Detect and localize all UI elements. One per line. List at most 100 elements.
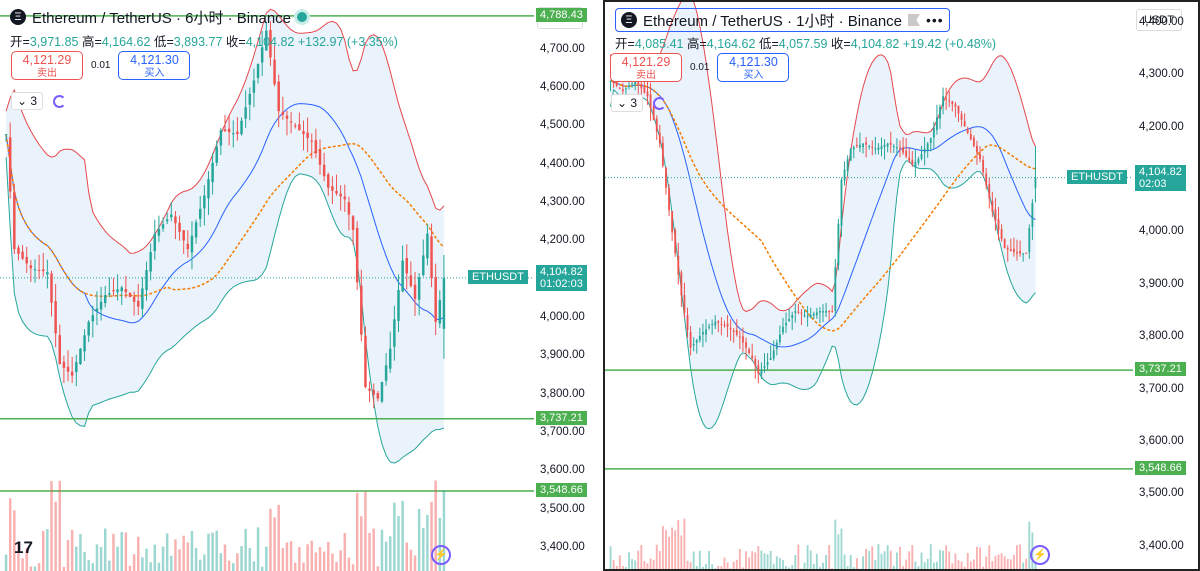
candle-body [355,227,359,283]
price-axis-tick: 4,300.00 [540,196,585,209]
volume-bar [646,563,649,569]
candle-body [785,322,787,326]
volume-bar [695,565,698,569]
candle-body [674,230,677,254]
volume-bar [680,535,683,569]
candle-body [207,179,210,199]
chart-pane-1h[interactable]: Ξ Ethereum / TetherUS · 1小时 · Binance ••… [603,0,1200,571]
candle-body [132,296,136,302]
candle-body [800,312,803,314]
volume-bar [252,561,256,571]
candle-body [1034,177,1037,188]
candle-body [58,335,62,365]
volume-bar [46,529,49,571]
volume-bar [748,557,751,569]
candle-body [50,273,53,303]
indicator-toggle[interactable]: ⌄ 3 [611,94,667,112]
candle-body [911,159,914,165]
candle-body [70,371,74,376]
flag-icon[interactable] [908,14,920,26]
candle-body [618,88,621,90]
candle-body [265,30,268,51]
candle-body [815,312,818,316]
candle-body [782,326,784,333]
bollinger-mid-line [5,103,445,324]
volume-bar [621,566,624,569]
candle-body [364,335,367,388]
volume-bar [640,545,643,569]
price-level-label[interactable]: 3,737.21 [536,410,587,425]
symbol-header[interactable]: Ξ Ethereum / TetherUS · 1小时 · Binance ••… [615,8,950,32]
candle-body [760,370,763,375]
candle-body [932,127,935,138]
sell-button[interactable]: 4,121.29 卖出 [610,53,682,82]
lightning-icon[interactable]: ⚡ [1030,545,1050,565]
more-icon[interactable]: ••• [926,12,944,28]
indicator-count[interactable]: ⌄ 3 [11,92,44,110]
candle-body [178,222,181,232]
candle-body [339,193,342,197]
candle-body [871,146,874,148]
pane-divider[interactable] [600,0,603,571]
candle-body [634,80,637,86]
volume-bar [825,554,828,569]
volume-bar [800,568,803,569]
chart-canvas-6h[interactable] [0,0,600,571]
candle-body [892,146,895,148]
spread-value: 0.01 [91,60,111,71]
candle-body [87,321,90,336]
volume-bar [942,550,945,569]
volume-bar [920,552,923,569]
candle-body [186,243,190,250]
chart-pane-6h[interactable]: Ξ Ethereum / TetherUS · 6小时 · Binance 开=… [0,0,600,571]
candle-body [120,287,123,292]
price-level-label[interactable]: 3,737.21 [1135,362,1186,377]
candle-body [695,339,698,343]
volume-bar [248,548,252,571]
last-price-value: 4,104.82 [1139,165,1182,178]
sell-button[interactable]: 4,121.29 卖出 [11,51,83,80]
candle-body [95,308,99,312]
buy-button[interactable]: 4,121.30 买入 [717,53,790,82]
candle-body [698,335,701,341]
bollinger-mid-line [610,80,1036,348]
indicator-count[interactable]: ⌄ 3 [611,94,644,112]
price-axis-tick: 3,800.00 [540,387,585,400]
indicator-toggle[interactable]: ⌄ 3 [11,92,67,110]
volume-bar [37,563,41,571]
tradingview-logo[interactable]: 17 [14,538,33,557]
volume-bar [1006,558,1009,569]
symbol-header[interactable]: Ξ Ethereum / TetherUS · 6小时 · Binance [10,6,307,28]
candle-body [985,173,988,186]
candle-body [714,321,717,326]
candle-body [103,295,107,304]
candle-body [668,188,670,211]
buy-button[interactable]: 4,121.30 买入 [118,51,191,80]
volume-bar [1022,562,1025,569]
volume-bar [50,481,53,571]
candle-body [343,196,347,200]
candle-body [865,142,868,145]
price-level-label[interactable]: 3,548.66 [1135,460,1186,475]
chart-canvas-1h[interactable] [605,2,1200,571]
market-open-icon [297,12,307,22]
volume-bar [1003,556,1006,569]
candle-body [963,120,966,127]
volume-bar [260,566,264,571]
candle-body [227,128,231,133]
candle-body [141,288,144,309]
candle-body [112,289,115,292]
price-axis-tick: 3,500.00 [1139,487,1184,500]
last-price-value: 4,104.82 [540,265,583,278]
volume-bar [966,552,969,569]
volume-bar [120,532,123,571]
volume-bar [327,541,330,571]
price-level-label[interactable]: 3,548.66 [536,483,587,498]
volume-bar [828,545,831,569]
bar-countdown: 02:03 [1139,177,1167,190]
currency-selector[interactable]: USDT [1136,9,1182,31]
volume-bar [298,546,301,571]
candle-body [895,147,898,149]
price-level-label[interactable]: 4,788.43 [536,7,587,22]
lightning-icon[interactable]: ⚡ [431,545,451,565]
